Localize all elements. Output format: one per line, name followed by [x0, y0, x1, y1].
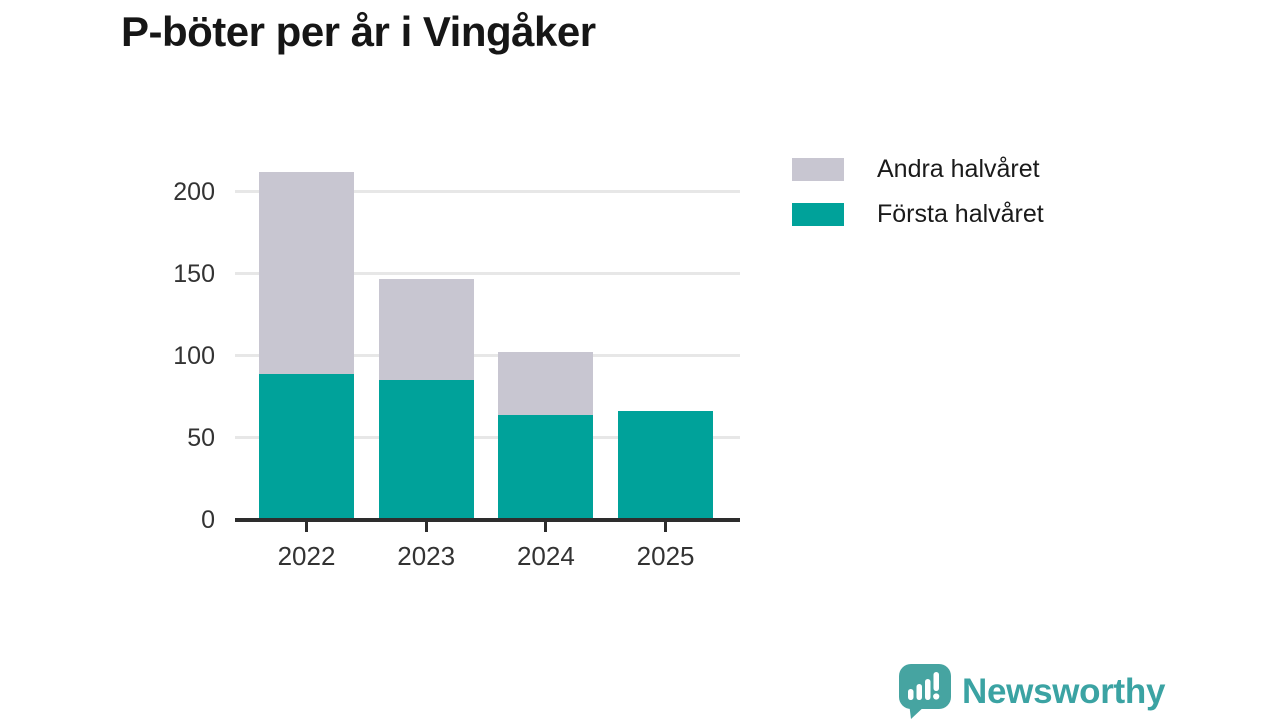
y-axis-tick-label: 100: [173, 341, 215, 370]
legend-label: Andra halvåret: [877, 155, 1040, 183]
bar-segment-forsta-2023: [378, 380, 474, 518]
bar-segment-forsta-2024: [498, 414, 594, 518]
chart-title: P-böter per år i Vingåker: [121, 8, 596, 55]
legend-item-forsta-halvaret: Första halvåret: [792, 200, 1044, 229]
x-axis-tick-label: 2022: [277, 541, 336, 571]
bar-segment-andra-2024: [498, 352, 594, 415]
legend-label: Första halvåret: [877, 200, 1044, 228]
newsworthy-logo-icon: [899, 664, 951, 719]
newsworthy-logo-text: Newsworthy: [962, 671, 1166, 711]
bar-segment-forsta-2025: [618, 411, 714, 518]
y-axis-tick-label: 0: [201, 505, 215, 534]
y-axis-tick-label: 50: [187, 423, 215, 452]
gridline: [235, 272, 740, 275]
y-axis-tick-label: 150: [173, 259, 215, 288]
x-axis-tick-label: 2025: [636, 541, 695, 571]
x-axis-tick-label: 2024: [516, 541, 575, 571]
x-axis-tick: [305, 522, 308, 532]
x-axis-tick: [544, 522, 548, 532]
legend-item-andra-halvaret: Andra halvåret: [792, 155, 1044, 184]
x-axis-tick: [664, 522, 668, 532]
gridline: [235, 190, 740, 193]
bar-segment-andra-2022: [259, 171, 354, 374]
x-axis-tick: [424, 522, 428, 532]
x-axis-line: [235, 518, 740, 522]
bar-segment-forsta-2022: [259, 373, 354, 518]
legend-swatch-forsta-halvaret: [792, 203, 844, 226]
legend: Andra halvåret Första halvåret: [792, 155, 1044, 245]
newsworthy-logo: Newsworthy: [897, 663, 1165, 720]
gridline: [235, 354, 740, 357]
x-axis-tick-label: 2023: [397, 541, 456, 571]
y-axis-tick-label: 200: [173, 177, 215, 206]
gridline: [235, 436, 740, 439]
legend-swatch-andra-halvaret: [792, 158, 844, 181]
bar-segment-andra-2023: [378, 278, 474, 381]
